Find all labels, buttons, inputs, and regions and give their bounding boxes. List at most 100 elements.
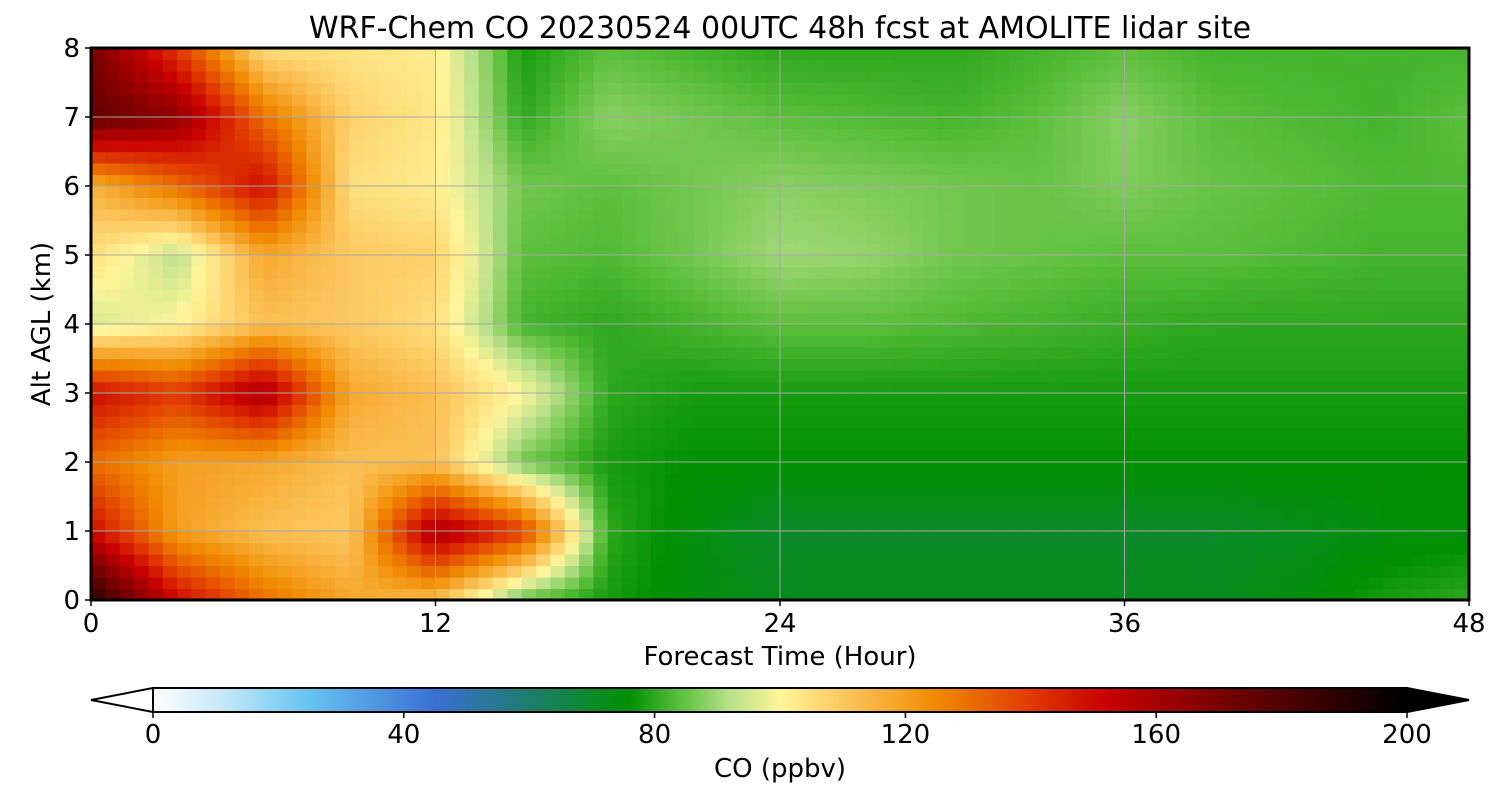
heatmap-cell — [593, 243, 609, 256]
heatmap-cell — [105, 324, 121, 337]
heatmap-cell — [1454, 128, 1469, 141]
heatmap-cell — [1153, 255, 1169, 268]
heatmap-cell — [220, 197, 236, 210]
heatmap-cell — [363, 163, 379, 176]
heatmap-cell — [335, 128, 350, 141]
heatmap-cell — [263, 209, 279, 222]
heatmap-cell — [909, 462, 925, 475]
heatmap-cell — [119, 94, 135, 107]
heatmap-cell — [507, 71, 523, 84]
heatmap-cell — [937, 301, 953, 314]
heatmap-cell — [909, 450, 925, 463]
heatmap-cell — [980, 347, 996, 360]
heatmap-cell — [794, 393, 810, 406]
heatmap-cell — [923, 220, 939, 233]
heatmap-cell — [1196, 117, 1212, 130]
heatmap-cell — [1138, 577, 1154, 590]
heatmap-cell — [492, 508, 508, 521]
heatmap-cell — [1268, 554, 1283, 567]
heatmap-cell — [980, 289, 996, 302]
heatmap-cell — [335, 335, 350, 348]
heatmap-cell — [291, 151, 307, 164]
heatmap-cell — [1253, 404, 1269, 417]
heatmap-cell — [1095, 232, 1111, 245]
heatmap-cell — [1196, 324, 1212, 337]
heatmap-cell — [808, 439, 824, 452]
heatmap-cell — [607, 255, 623, 268]
heatmap-cell — [780, 48, 795, 61]
heatmap-cell — [1282, 289, 1298, 302]
heatmap-cell — [736, 531, 752, 544]
heatmap-cell — [837, 542, 853, 555]
heatmap-cell — [1181, 473, 1197, 486]
heatmap-cell — [1024, 105, 1039, 118]
heatmap-cell — [521, 151, 537, 164]
heatmap-cell — [1368, 105, 1384, 118]
heatmap-cell — [593, 117, 609, 130]
heatmap-cell — [1282, 278, 1298, 291]
heatmap-cell — [564, 289, 580, 302]
heatmap-cell — [1038, 324, 1054, 337]
heatmap-cell — [909, 266, 925, 279]
heatmap-cell — [1153, 462, 1169, 475]
heatmap-cell — [1268, 163, 1283, 176]
heatmap-cell — [363, 370, 379, 383]
heatmap-cell — [952, 174, 968, 187]
heatmap-cell — [952, 347, 968, 360]
heatmap-cell — [909, 209, 925, 222]
heatmap-cell — [1081, 496, 1097, 509]
heatmap-cell — [1124, 347, 1140, 360]
heatmap-cell — [665, 140, 681, 153]
heatmap-cell — [780, 186, 795, 199]
heatmap-cell — [306, 347, 322, 360]
heatmap-cell — [492, 450, 508, 463]
heatmap-cell — [794, 531, 810, 544]
heatmap-cell — [449, 209, 465, 222]
heatmap-cell — [894, 393, 910, 406]
heatmap-cell — [134, 473, 150, 486]
heatmap-cell — [1296, 174, 1312, 187]
heatmap-cell — [650, 312, 666, 325]
heatmap-cell — [622, 324, 638, 337]
heatmap-cell — [1311, 278, 1327, 291]
heatmap-cell — [535, 485, 551, 498]
heatmap-cell — [1440, 278, 1456, 291]
heatmap-cell — [1167, 232, 1183, 245]
heatmap-cell — [1368, 496, 1384, 509]
heatmap-cell — [1110, 243, 1126, 256]
heatmap-cell — [823, 473, 839, 486]
heatmap-cell — [248, 140, 264, 153]
heatmap-cell — [679, 588, 695, 600]
heatmap-cell — [91, 232, 106, 245]
heatmap-cell — [593, 531, 609, 544]
heatmap-cell — [335, 82, 350, 95]
heatmap-cell — [91, 301, 106, 314]
heatmap-cell — [1067, 485, 1083, 498]
heatmap-cell — [1454, 140, 1469, 153]
heatmap-cell — [851, 312, 867, 325]
x-tick-label: 24 — [763, 609, 796, 639]
heatmap-cell — [909, 255, 925, 268]
heatmap-cell — [1052, 588, 1068, 600]
heatmap-cell — [535, 174, 551, 187]
heatmap-cell — [564, 370, 580, 383]
heatmap-cell — [435, 358, 451, 371]
heatmap-cell — [1397, 462, 1413, 475]
heatmap-cell — [478, 301, 494, 314]
heatmap-cell — [1239, 59, 1255, 72]
heatmap-cell — [421, 565, 437, 578]
heatmap-cell — [980, 255, 996, 268]
heatmap-cell — [564, 301, 580, 314]
heatmap-cell — [808, 485, 824, 498]
heatmap-cell — [1354, 554, 1370, 567]
heatmap-cell — [449, 404, 465, 417]
heatmap-cell — [1411, 94, 1427, 107]
heatmap-cell — [1138, 174, 1154, 187]
heatmap-cell — [248, 301, 264, 314]
heatmap-cell — [1210, 105, 1226, 118]
heatmap-cell — [722, 335, 738, 348]
heatmap-cell — [851, 577, 867, 590]
heatmap-cell — [1095, 370, 1111, 383]
heatmap-cell — [607, 197, 623, 210]
heatmap-cell — [148, 186, 164, 199]
